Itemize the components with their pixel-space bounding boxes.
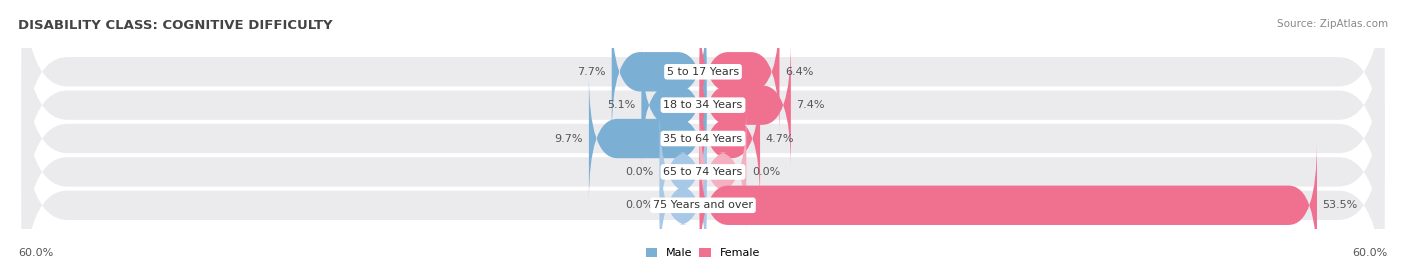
FancyBboxPatch shape [612,8,706,136]
Text: 75 Years and over: 75 Years and over [652,200,754,210]
Text: Source: ZipAtlas.com: Source: ZipAtlas.com [1277,19,1388,29]
FancyBboxPatch shape [700,108,747,236]
FancyBboxPatch shape [21,86,1385,269]
Text: 9.7%: 9.7% [555,133,583,144]
Text: 35 to 64 Years: 35 to 64 Years [664,133,742,144]
FancyBboxPatch shape [700,141,1317,269]
Text: 18 to 34 Years: 18 to 34 Years [664,100,742,110]
Text: 0.0%: 0.0% [752,167,780,177]
FancyBboxPatch shape [21,0,1385,191]
Text: 6.4%: 6.4% [785,67,814,77]
FancyBboxPatch shape [589,75,706,202]
Text: 60.0%: 60.0% [1353,248,1388,258]
FancyBboxPatch shape [21,0,1385,224]
Text: 5.1%: 5.1% [607,100,636,110]
Text: 4.7%: 4.7% [766,133,794,144]
FancyBboxPatch shape [641,41,706,169]
Text: 0.0%: 0.0% [626,200,654,210]
FancyBboxPatch shape [659,141,706,269]
FancyBboxPatch shape [700,8,779,136]
Text: 5 to 17 Years: 5 to 17 Years [666,67,740,77]
FancyBboxPatch shape [700,75,761,202]
FancyBboxPatch shape [21,20,1385,257]
Text: 53.5%: 53.5% [1323,200,1358,210]
FancyBboxPatch shape [21,53,1385,269]
Text: 0.0%: 0.0% [626,167,654,177]
Text: DISABILITY CLASS: COGNITIVE DIFFICULTY: DISABILITY CLASS: COGNITIVE DIFFICULTY [18,19,333,32]
FancyBboxPatch shape [659,108,706,236]
Text: 60.0%: 60.0% [18,248,53,258]
Text: 7.7%: 7.7% [578,67,606,77]
Text: 7.4%: 7.4% [797,100,825,110]
Legend: Male, Female: Male, Female [641,244,765,263]
FancyBboxPatch shape [700,41,790,169]
Text: 65 to 74 Years: 65 to 74 Years [664,167,742,177]
